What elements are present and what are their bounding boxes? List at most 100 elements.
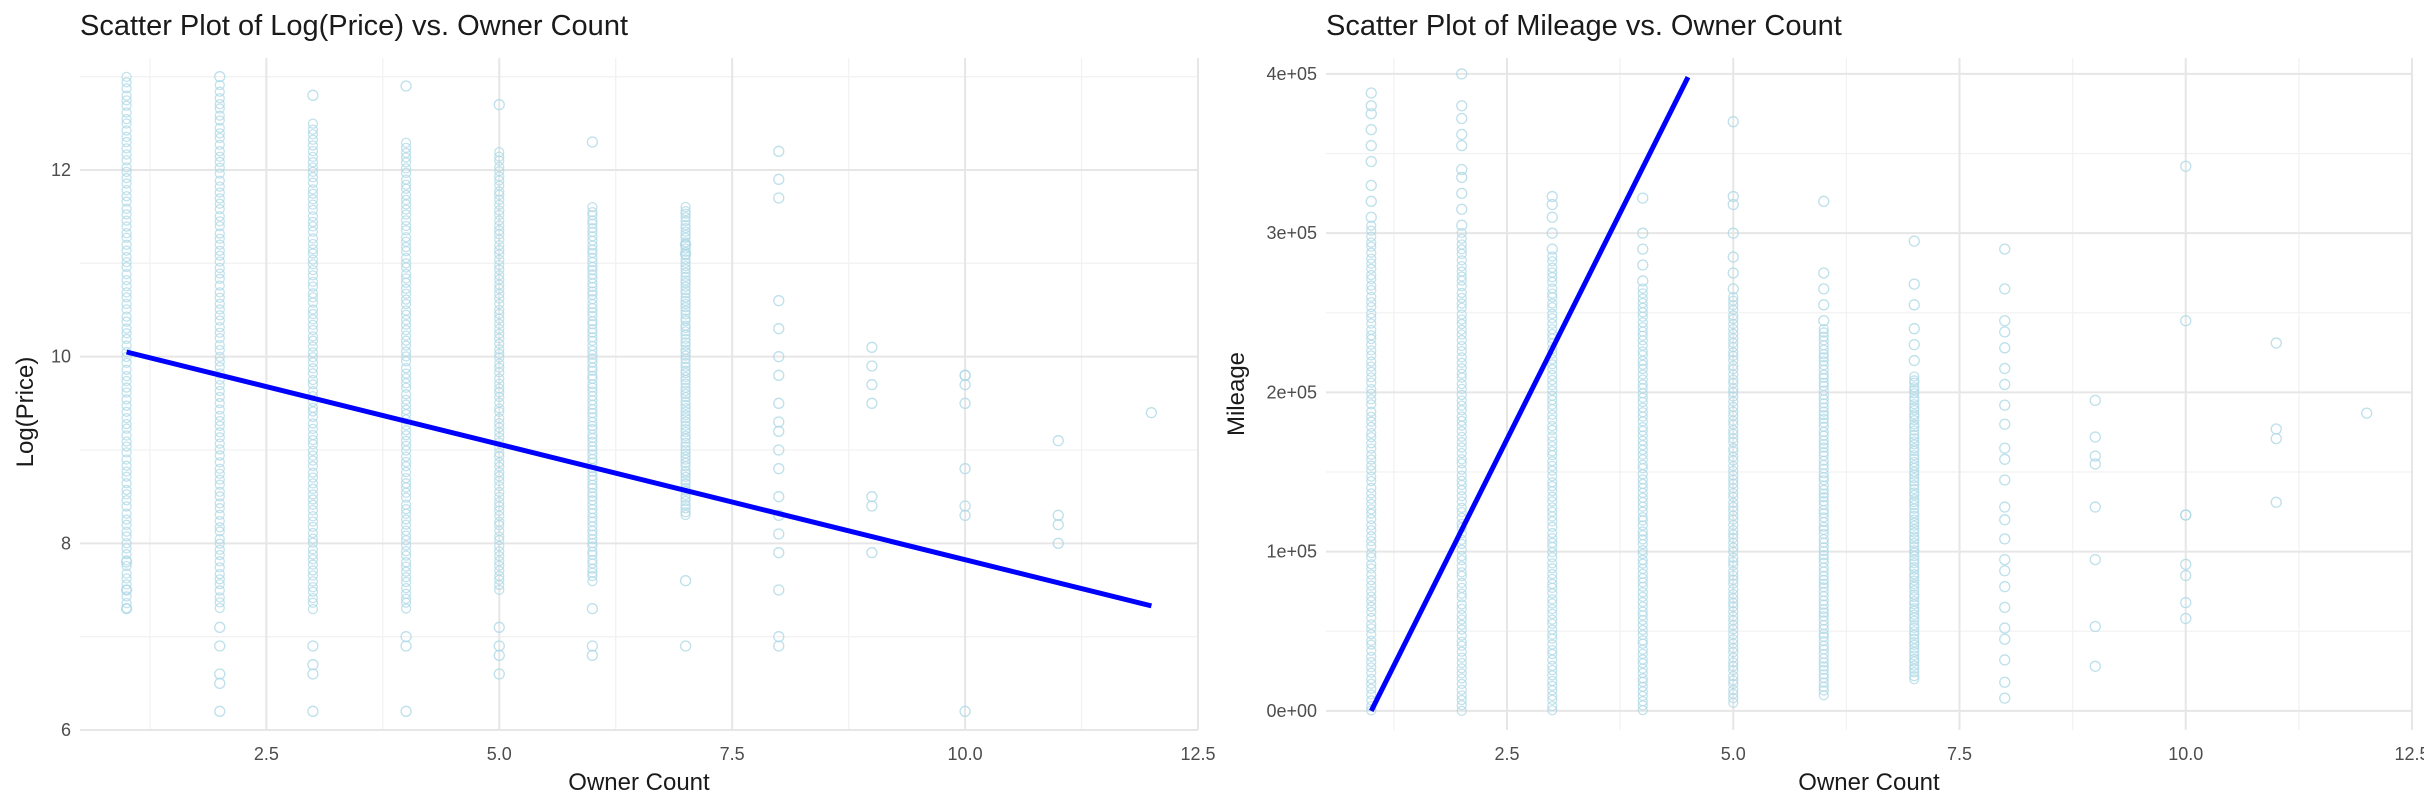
- data-point: [214, 677, 226, 689]
- data-point: [1456, 255, 1467, 266]
- data-point: [121, 292, 132, 303]
- data-point: [400, 425, 412, 436]
- y-tick-label: 10: [51, 347, 71, 367]
- data-point: [494, 413, 505, 424]
- data-point: [214, 491, 225, 502]
- data-point: [1366, 623, 1377, 634]
- data-point: [1366, 635, 1377, 646]
- data-point: [1909, 385, 1920, 396]
- data-point: [121, 560, 132, 572]
- data-point: [400, 466, 412, 478]
- data-point: [680, 426, 691, 438]
- data-point: [1456, 700, 1467, 711]
- data-point: [1999, 283, 2011, 295]
- data-point: [1366, 241, 1377, 252]
- data-point: [121, 501, 132, 512]
- data-point: [680, 201, 691, 213]
- data-point: [1909, 500, 1920, 511]
- data-point: [400, 147, 412, 159]
- data-point: [1909, 520, 1920, 531]
- data-point: [214, 568, 225, 580]
- data-point: [587, 373, 598, 384]
- data-point: [1547, 521, 1558, 532]
- data-point: [214, 479, 225, 490]
- data-point: [1999, 533, 2011, 545]
- data-point: [587, 570, 598, 582]
- data-point: [307, 460, 319, 472]
- data-point: [1728, 570, 1739, 581]
- data-point: [680, 441, 691, 452]
- data-point: [121, 591, 132, 602]
- data-point: [1999, 553, 2011, 566]
- data-point: [587, 247, 598, 259]
- data-point: [1909, 483, 1920, 495]
- data-point: [1547, 283, 1558, 294]
- data-point: [1818, 402, 1829, 413]
- data-point: [1909, 558, 1920, 569]
- data-point: [121, 261, 132, 273]
- data-point: [1366, 482, 1377, 494]
- data-point: [1727, 267, 1739, 279]
- data-point: [1547, 313, 1558, 324]
- data-point: [214, 168, 225, 179]
- data-point: [1818, 442, 1829, 453]
- data-point: [1728, 443, 1739, 454]
- data-point: [1456, 646, 1467, 657]
- data-point: [773, 491, 785, 503]
- data-point: [1637, 548, 1648, 560]
- data-point: [1547, 614, 1558, 625]
- data-point: [1547, 379, 1558, 391]
- data-point: [494, 264, 505, 275]
- data-point: [587, 445, 598, 456]
- data-point: [400, 478, 412, 489]
- data-point: [1052, 435, 1064, 447]
- x-tick-label: 2.5: [254, 744, 279, 764]
- data-point: [307, 640, 319, 652]
- data-point: [1909, 575, 1920, 586]
- data-point: [1547, 527, 1558, 539]
- data-point: [1547, 431, 1558, 442]
- data-point: [587, 269, 598, 280]
- data-point: [400, 561, 412, 572]
- data-point: [1637, 624, 1648, 636]
- data-point: [1909, 545, 1920, 556]
- data-point: [1728, 678, 1739, 690]
- data-point: [680, 275, 691, 286]
- data-point: [1366, 493, 1377, 505]
- data-point: [586, 603, 599, 615]
- data-point: [680, 468, 691, 479]
- data-point: [1547, 502, 1558, 513]
- data-point: [121, 597, 132, 609]
- grid: [80, 58, 1199, 731]
- data-point: [1456, 302, 1467, 314]
- data-point: [1366, 388, 1377, 399]
- data-point: [959, 509, 971, 521]
- data-point: [494, 165, 505, 177]
- data-point: [1456, 447, 1467, 459]
- data-point: [1818, 557, 1829, 568]
- data-point: [1909, 453, 1920, 464]
- data-point: [121, 118, 132, 129]
- data-point: [400, 232, 412, 243]
- data-point: [1637, 512, 1648, 523]
- data-point: [307, 188, 319, 199]
- data-point: [307, 233, 319, 244]
- data-point: [214, 146, 225, 157]
- data-point: [1818, 508, 1829, 519]
- data-point: [214, 438, 225, 449]
- data-point: [680, 350, 691, 361]
- data-point: [586, 640, 599, 652]
- data-point: [1728, 501, 1739, 513]
- data-point: [680, 396, 691, 407]
- data-point: [2180, 558, 2192, 571]
- data-point: [1366, 308, 1377, 319]
- data-point: [1909, 409, 1920, 420]
- data-point: [1366, 280, 1377, 291]
- data-point: [307, 199, 319, 210]
- data-point: [1637, 534, 1648, 545]
- data-point: [1366, 591, 1377, 602]
- data-point: [1999, 601, 2011, 614]
- data-point: [1818, 578, 1829, 589]
- data-point: [1365, 155, 1377, 168]
- data-point: [400, 430, 412, 441]
